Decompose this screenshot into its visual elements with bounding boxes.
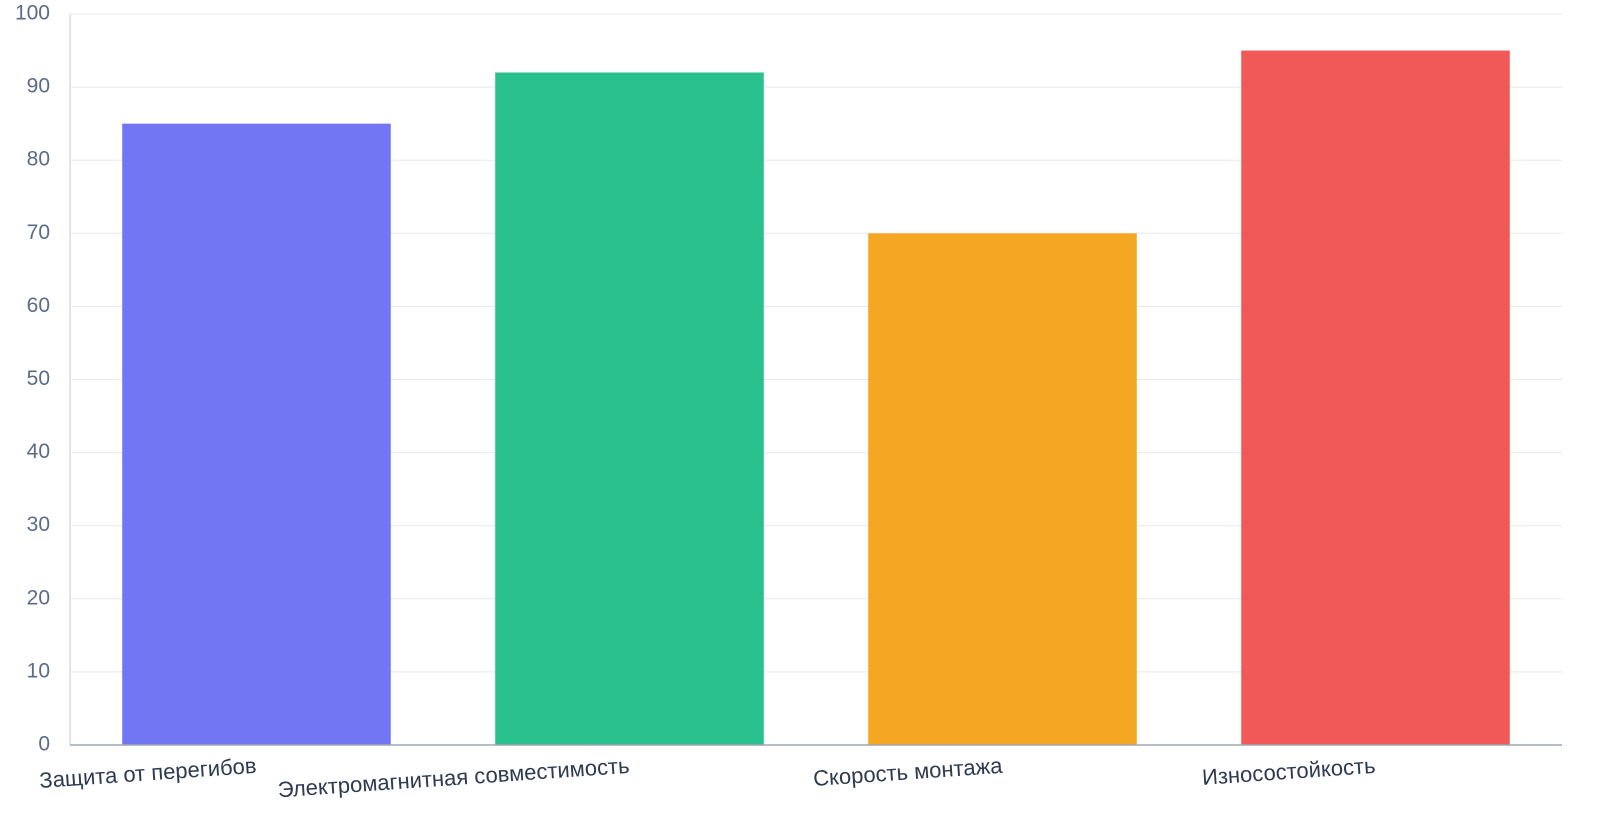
y-tick-label: 40 <box>27 440 50 463</box>
bar <box>495 72 764 746</box>
y-tick-label: 70 <box>27 221 50 244</box>
y-tick-label: 80 <box>27 148 50 171</box>
x-tick-label: Защита от перегибов <box>39 753 258 793</box>
bar <box>122 123 391 745</box>
bar <box>1241 50 1510 746</box>
y-tick-label: 10 <box>27 659 50 682</box>
y-tick-label: 100 <box>15 2 50 25</box>
y-tick-label: 30 <box>27 513 50 536</box>
x-tick-label: Электромагнитная совместимость <box>277 753 630 803</box>
y-tick-label: 60 <box>27 294 50 317</box>
y-tick-label: 0 <box>38 733 50 756</box>
y-tick-label: 90 <box>27 75 50 98</box>
x-tick-label: Скорость монтажа <box>812 753 1004 791</box>
bar <box>868 233 1137 746</box>
x-tick-label: Износостойкость <box>1201 753 1376 790</box>
y-tick-label: 20 <box>27 586 50 609</box>
y-tick-label: 50 <box>27 367 50 390</box>
